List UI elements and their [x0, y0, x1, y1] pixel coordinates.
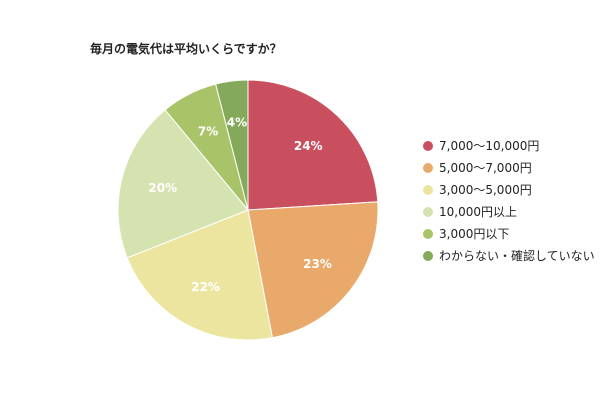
- legend-label-5: わからない・確認していない: [439, 249, 595, 263]
- slice-data-label-4: 7%: [198, 125, 218, 139]
- slice-data-label-2: 22%: [191, 280, 220, 294]
- legend-item-3: 10,000円以上: [423, 204, 598, 221]
- pie-slice-3: [117, 109, 249, 259]
- slice-data-label-3: 20%: [148, 181, 177, 195]
- legend-swatch-0: [423, 141, 433, 151]
- legend: 7,000〜10,000円 5,000〜7,000円 3,000〜5,000円 10,…: [423, 138, 598, 270]
- legend-label-2: 3,000〜5,000円: [439, 183, 532, 197]
- slice-data-label-1: 23%: [303, 257, 332, 271]
- legend-label-1: 5,000〜7,000円: [439, 161, 532, 175]
- legend-swatch-1: [423, 163, 433, 173]
- pie-slice-2: [126, 209, 273, 341]
- slice-data-label-5: 4%: [227, 116, 247, 130]
- legend-item-4: 3,000円以下: [423, 226, 598, 243]
- pie-slice-5: [215, 79, 249, 211]
- pie-slice-1: [247, 201, 379, 339]
- legend-item-5: わからない・確認していない: [423, 248, 598, 265]
- legend-swatch-5: [423, 251, 433, 261]
- legend-label-4: 3,000円以下: [439, 227, 510, 241]
- chart-title: 毎月の電気代は平均いくらですか？: [90, 42, 282, 56]
- legend-swatch-4: [423, 229, 433, 239]
- legend-label-3: 10,000円以上: [439, 205, 517, 219]
- legend-swatch-2: [423, 185, 433, 195]
- legend-item-1: 5,000〜7,000円: [423, 160, 598, 177]
- legend-swatch-3: [423, 207, 433, 217]
- legend-item-2: 3,000〜5,000円: [423, 182, 598, 199]
- legend-label-0: 7,000〜10,000円: [439, 139, 540, 153]
- legend-item-0: 7,000〜10,000円: [423, 138, 598, 155]
- pie-slice-0: [247, 79, 379, 211]
- slice-data-label-0: 24%: [294, 139, 323, 153]
